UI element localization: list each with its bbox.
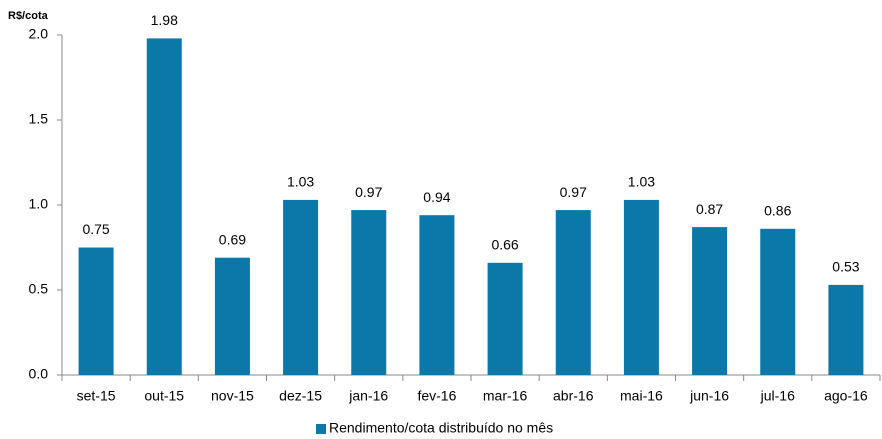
value-label: 0.87 (696, 201, 723, 217)
x-tick-label: dez-15 (279, 388, 322, 404)
value-label: 0.69 (219, 231, 246, 247)
value-label: 0.97 (560, 184, 587, 200)
x-tick-label: out-15 (144, 388, 184, 404)
bar (351, 210, 387, 375)
bar (692, 227, 728, 375)
y-axis-label: R$/cota (8, 10, 49, 22)
legend-label: Rendimento/cota distribuído no mês (329, 420, 553, 436)
x-tick-label: mai-16 (620, 388, 663, 404)
x-tick-label: fev-16 (417, 388, 456, 404)
x-tick-label: mar-16 (483, 388, 528, 404)
value-label: 0.94 (423, 189, 450, 205)
x-tick-label: abr-16 (553, 388, 594, 404)
bar (828, 284, 864, 375)
bar (283, 199, 319, 375)
bar (78, 247, 114, 375)
bar (487, 262, 523, 375)
y-tick-label: 1.5 (29, 111, 49, 127)
bar (623, 199, 659, 375)
legend-swatch (316, 424, 326, 434)
y-tick-label: 0.0 (29, 366, 49, 382)
value-label: 0.75 (82, 221, 109, 237)
x-tick-label: jul-16 (760, 388, 795, 404)
bar (760, 228, 796, 375)
value-label: 0.97 (355, 184, 382, 200)
value-label: 0.53 (832, 259, 859, 275)
value-label: 0.86 (764, 203, 791, 219)
value-label: 1.03 (287, 174, 314, 190)
value-label: 1.03 (628, 174, 655, 190)
y-tick-label: 2.0 (29, 26, 49, 42)
bar (146, 38, 182, 376)
bar (555, 210, 591, 375)
x-tick-label: ago-16 (824, 388, 868, 404)
x-tick-label: jun-16 (689, 388, 729, 404)
value-label: 1.98 (151, 12, 178, 28)
bar (214, 257, 250, 375)
y-tick-label: 0.5 (29, 281, 49, 297)
x-tick-label: set-15 (77, 388, 116, 404)
y-tick-label: 1.0 (29, 196, 49, 212)
value-label: 0.66 (491, 237, 518, 253)
x-tick-label: nov-15 (211, 388, 254, 404)
bar (419, 215, 455, 375)
x-tick-label: jan-16 (348, 388, 388, 404)
